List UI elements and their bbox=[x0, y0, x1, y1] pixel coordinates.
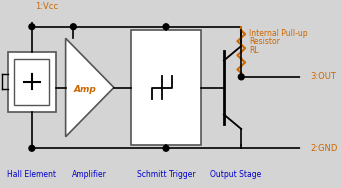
Text: 3:OUT: 3:OUT bbox=[311, 72, 337, 81]
Bar bbox=[8, 52, 56, 112]
Text: Hall Element: Hall Element bbox=[8, 170, 56, 179]
Circle shape bbox=[301, 144, 309, 152]
Text: Resistor: Resistor bbox=[249, 37, 280, 46]
Bar bbox=[131, 30, 201, 145]
Bar bbox=[14, 58, 49, 105]
Text: 2:GND: 2:GND bbox=[311, 144, 338, 153]
Text: RL: RL bbox=[249, 46, 258, 55]
Circle shape bbox=[29, 24, 35, 30]
Text: Internal Pull-up: Internal Pull-up bbox=[249, 29, 308, 38]
Text: Output Stage: Output Stage bbox=[210, 170, 261, 179]
Polygon shape bbox=[65, 38, 114, 137]
Circle shape bbox=[301, 73, 309, 81]
Circle shape bbox=[29, 145, 35, 151]
Circle shape bbox=[163, 145, 169, 151]
Circle shape bbox=[71, 24, 76, 30]
Text: Schmitt Trigger: Schmitt Trigger bbox=[137, 170, 195, 179]
Circle shape bbox=[163, 24, 169, 30]
Circle shape bbox=[238, 74, 244, 80]
Text: Amp: Amp bbox=[74, 85, 97, 94]
Text: Amplifier: Amplifier bbox=[72, 170, 107, 179]
Circle shape bbox=[28, 13, 36, 21]
Text: 1:Vcc: 1:Vcc bbox=[35, 2, 58, 11]
